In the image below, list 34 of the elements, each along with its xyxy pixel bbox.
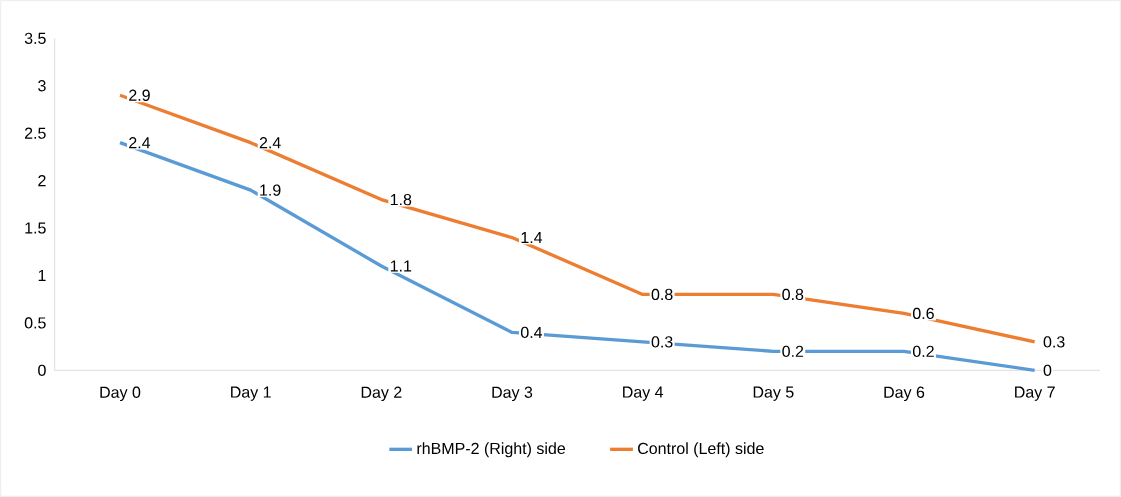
data-label: 2.4	[259, 137, 281, 149]
y-tick-label: 1	[38, 269, 46, 281]
data-label: 2.4	[129, 137, 151, 149]
y-tick-label: 2.5	[24, 127, 46, 139]
data-label: 0.8	[782, 288, 804, 301]
x-tick-label: Day 7	[1015, 386, 1055, 401]
data-label: 0.3	[651, 336, 673, 348]
data-label: 0.2	[912, 345, 934, 358]
data-label: 1.1	[390, 260, 412, 272]
y-tick-label: 2	[38, 175, 46, 187]
x-tick-label: Day 0	[100, 386, 141, 402]
data-label: 0.3	[1043, 336, 1065, 348]
data-label: 0.4	[520, 326, 543, 339]
y-tick-label: 1.5	[25, 222, 46, 234]
data-label: 0.2	[782, 345, 804, 358]
legend-label: rhBMP-2 (Right) side	[417, 442, 566, 458]
y-tick-label: 3	[38, 80, 46, 92]
data-label: 0.8	[651, 288, 673, 301]
data-label: 1.8	[390, 193, 412, 206]
x-tick-label: Day 1	[231, 386, 271, 401]
data-label: 0.6	[912, 307, 934, 320]
legend-label: Control (Left) side	[638, 442, 764, 458]
x-tick-label: Day 2	[361, 386, 402, 402]
x-tick-label: Day 6	[884, 386, 925, 402]
y-tick-label: 0	[38, 364, 46, 376]
x-tick-label: Day 3	[492, 386, 533, 402]
data-label: 0	[1043, 364, 1052, 376]
y-tick-label: 3.5	[24, 32, 46, 44]
data-label: 2.9	[129, 89, 150, 101]
y-tick-label: 0.5	[24, 317, 46, 329]
x-tick-label: Day 4	[623, 386, 664, 401]
x-tick-label: Day 5	[753, 386, 794, 401]
data-label: 1.9	[260, 184, 281, 196]
data-label: 1.4	[521, 232, 543, 244]
